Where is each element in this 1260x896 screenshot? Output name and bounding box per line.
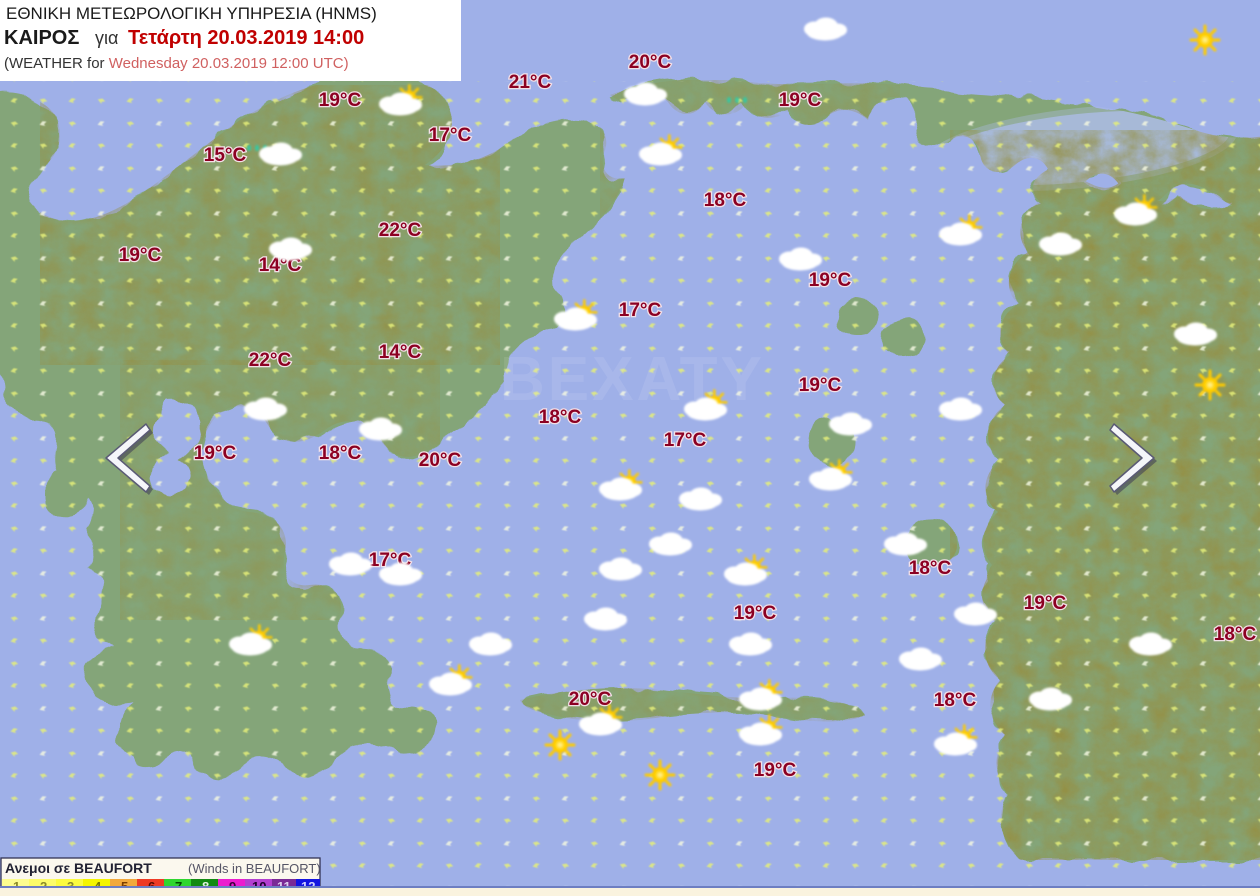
svg-text:(WEATHER for Wednesday 20.03.2: (WEATHER for Wednesday 20.03.2019 12:00 … — [4, 55, 349, 72]
svg-text:18°C: 18°C — [704, 190, 747, 211]
svg-text:Τετάρτη 20.03.2019 14:00: Τετάρτη 20.03.2019 14:00 — [128, 27, 364, 49]
svg-text:19°C: 19°C — [754, 760, 797, 781]
svg-text:22°C: 22°C — [249, 350, 292, 371]
svg-text:20°C: 20°C — [629, 52, 672, 73]
svg-text:18°C: 18°C — [319, 443, 362, 464]
svg-text:19°C: 19°C — [319, 90, 362, 111]
svg-text:19°C: 19°C — [779, 90, 822, 111]
svg-text:19°C: 19°C — [119, 245, 162, 266]
svg-text:17°C: 17°C — [619, 300, 662, 321]
svg-text:19°C: 19°C — [734, 603, 777, 624]
svg-text:17°C: 17°C — [429, 125, 472, 146]
svg-text:21°C: 21°C — [509, 72, 552, 93]
svg-text:ΕΘΝΙΚΗ ΜΕΤΕΩΡΟΛΟΓΙΚΗ ΥΠΗΡΕΣΙΑ: ΕΘΝΙΚΗ ΜΕΤΕΩΡΟΛΟΓΙΚΗ ΥΠΗΡΕΣΙΑ (ΗΝΜS) — [6, 4, 377, 23]
svg-text:18°C: 18°C — [909, 558, 952, 579]
svg-text:17°C: 17°C — [664, 430, 707, 451]
svg-text:Ανεμοι σε BEAUFORT: Ανεμοι σε BEAUFORT — [5, 860, 152, 876]
svg-text:19°C: 19°C — [194, 443, 237, 464]
svg-text:18°C: 18°C — [934, 690, 977, 711]
svg-text:22°C: 22°C — [379, 220, 422, 241]
svg-text:για: για — [95, 28, 118, 48]
svg-text:14°C: 14°C — [379, 342, 422, 363]
svg-text:15°C: 15°C — [204, 145, 247, 166]
svg-text:20°C: 20°C — [569, 689, 612, 710]
svg-text:BEXATY: BEXATY — [500, 345, 765, 414]
svg-text:20°C: 20°C — [419, 450, 462, 471]
svg-text:19°C: 19°C — [1024, 593, 1067, 614]
svg-text:19°C: 19°C — [809, 270, 852, 291]
svg-text:19°C: 19°C — [799, 375, 842, 396]
svg-text:ΚΑΙΡΟΣ: ΚΑΙΡΟΣ — [4, 27, 79, 49]
svg-text:18°C: 18°C — [1214, 624, 1257, 645]
svg-text:(Winds in BEAUFORT): (Winds in BEAUFORT) — [188, 861, 321, 876]
